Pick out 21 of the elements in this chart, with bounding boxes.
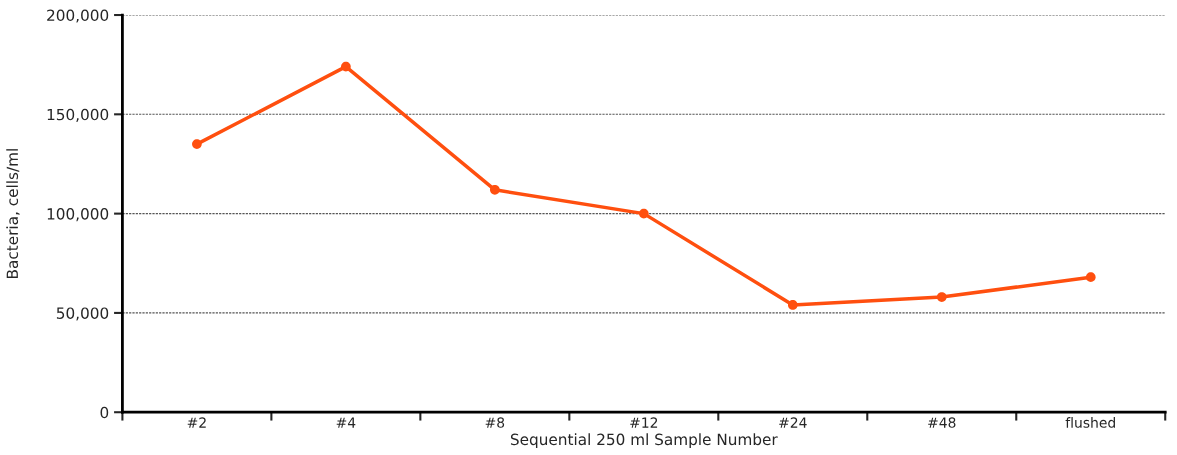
x-tick-label: #4 <box>336 417 356 428</box>
y-tick-label: 200,000 <box>47 9 109 23</box>
point <box>787 300 798 310</box>
x-tick-label: flushed <box>1065 417 1115 428</box>
point <box>489 184 500 195</box>
x-tick-label: #2 <box>187 417 206 428</box>
point <box>192 139 202 149</box>
point <box>341 61 351 72</box>
x-axis-title: Sequential 250 ml Sample Number <box>510 433 778 449</box>
y-tick-label: 0 <box>100 406 109 419</box>
point <box>638 208 649 219</box>
y-tick-label: 100,000 <box>47 208 109 222</box>
y-tick-label: 50,000 <box>56 307 109 321</box>
x-tick-label: #8 <box>485 417 505 428</box>
x-tick-label: #48 <box>928 417 956 428</box>
y-axis-title: Bacteria, cells/ml <box>6 149 20 278</box>
point <box>1085 272 1096 283</box>
x-tick-label: #24 <box>779 417 807 428</box>
x-tick-label: #12 <box>630 417 658 428</box>
y-tick-label: 150,000 <box>47 108 109 122</box>
point <box>936 292 947 302</box>
